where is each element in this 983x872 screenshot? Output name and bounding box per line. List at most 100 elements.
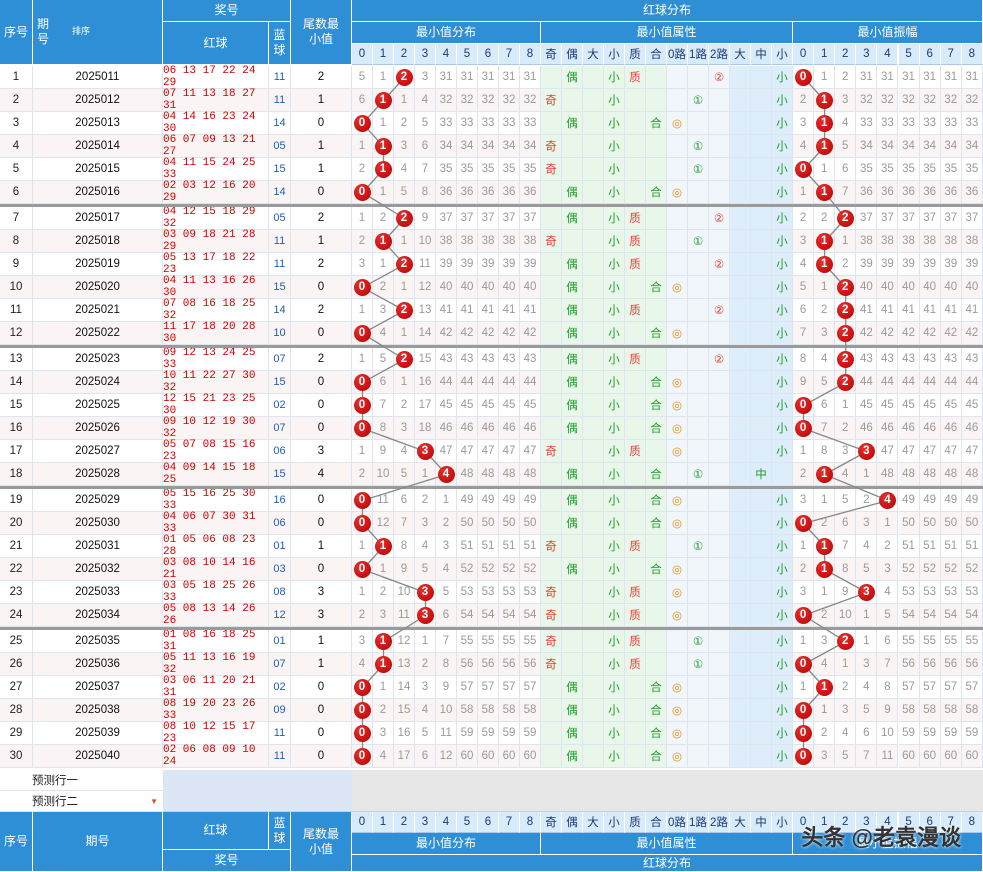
dist-cell: 41 bbox=[478, 299, 499, 322]
header-period-label: 期号 bbox=[36, 17, 49, 46]
row-red-balls: 03 05 18 25 26 33 bbox=[163, 580, 269, 604]
row-period: 2025020 bbox=[33, 276, 163, 299]
attr-cell bbox=[751, 699, 772, 722]
row-tail-min: 3 bbox=[291, 581, 352, 604]
amp-cell: 1 bbox=[835, 653, 857, 676]
attr-cell: 小 bbox=[604, 207, 625, 230]
header-period[interactable]: 期号 排序 bbox=[33, 0, 163, 65]
row-tail-min: 0 bbox=[291, 417, 352, 440]
attr-cell bbox=[625, 558, 646, 581]
amp-cell: 41 bbox=[856, 299, 878, 322]
row-red-balls: 05 13 17 18 22 23 bbox=[163, 252, 269, 276]
row-period: 2025012 bbox=[33, 89, 163, 112]
amp-cell: 3 bbox=[856, 581, 878, 604]
dist-cell: 33 bbox=[436, 112, 457, 135]
amp-cell: 59 bbox=[898, 722, 920, 745]
attr-cell bbox=[688, 722, 709, 745]
dist-cell: 3 bbox=[373, 722, 394, 745]
amp-cell: 1 bbox=[814, 676, 836, 699]
dist-cell: 1 bbox=[373, 66, 394, 89]
dist-cell: 12 bbox=[436, 745, 457, 768]
row-blue-ball: 10 bbox=[269, 322, 291, 345]
amp-cell: 37 bbox=[919, 207, 941, 230]
attr-cell: 小 bbox=[604, 581, 625, 604]
amp-cell: 45 bbox=[856, 394, 878, 417]
dist-cell: 1 bbox=[373, 158, 394, 181]
attr-cell bbox=[646, 604, 667, 627]
attr-cell: 小 bbox=[772, 630, 793, 653]
top-dist-6: 6 bbox=[478, 44, 499, 65]
min-ball: 1 bbox=[374, 91, 392, 109]
amp-cell: 34 bbox=[877, 135, 899, 158]
row-period: 2025021 bbox=[33, 299, 163, 322]
attr-cell: 质 bbox=[625, 604, 646, 627]
row-blue-ball: 08 bbox=[269, 581, 291, 604]
row-seq: 25 bbox=[0, 630, 33, 653]
min-ball: 0 bbox=[353, 324, 371, 342]
attr-cell: 小 bbox=[604, 604, 625, 627]
predict-input-area[interactable] bbox=[163, 770, 352, 812]
predict-grid-area[interactable] bbox=[352, 770, 983, 812]
attr-cell bbox=[583, 440, 604, 463]
amp-cell: 8 bbox=[835, 558, 857, 581]
footer-min-attr: 最小值属性 bbox=[541, 833, 793, 855]
top-dist-1: 1 bbox=[373, 44, 394, 65]
bottom-attr-8: 2路 bbox=[709, 812, 730, 833]
attr-cell bbox=[730, 371, 751, 394]
amp-cell: 45 bbox=[898, 394, 920, 417]
predict-row-1[interactable]: 预测行一 bbox=[0, 770, 163, 791]
amp-ball: 2 bbox=[836, 278, 854, 296]
dist-cell: 13 bbox=[415, 299, 436, 322]
amp-cell: 34 bbox=[898, 135, 920, 158]
attr-cell bbox=[709, 463, 730, 486]
amp-cell: 2 bbox=[835, 322, 857, 345]
amp-cell: 5 bbox=[835, 489, 857, 512]
attr-cell: ◎ bbox=[667, 745, 688, 768]
attr-cell bbox=[751, 440, 772, 463]
attr-cell bbox=[541, 489, 562, 512]
dist-cell: 46 bbox=[499, 417, 520, 440]
row-red-balls: 05 15 16 25 30 33 bbox=[163, 488, 269, 512]
sort-toggle[interactable]: 排序 bbox=[72, 26, 91, 37]
bottom-attr-11: 小 bbox=[772, 812, 793, 833]
dist-cell: 51 bbox=[520, 535, 541, 558]
row-tail-min: 2 bbox=[291, 66, 352, 89]
attr-cell bbox=[730, 604, 751, 627]
amp-cell: 35 bbox=[856, 158, 878, 181]
attr-cell: ◎ bbox=[667, 558, 688, 581]
bottom-attr-9: 大 bbox=[730, 812, 751, 833]
predict-row-2[interactable]: 预测行二 ▼ bbox=[0, 791, 163, 812]
attr-cell: 奇 bbox=[541, 158, 562, 181]
dist-cell: 0 bbox=[352, 276, 373, 299]
amp-cell: 54 bbox=[961, 604, 983, 627]
amp-cell: 40 bbox=[961, 276, 983, 299]
dist-cell: 54 bbox=[478, 604, 499, 627]
row-period: 2025016 bbox=[33, 181, 163, 204]
attr-cell bbox=[625, 676, 646, 699]
dist-cell: 2 bbox=[394, 66, 415, 89]
attr-cell: 偶 bbox=[562, 66, 583, 89]
dist-cell: 5 bbox=[394, 181, 415, 204]
attr-cell bbox=[730, 440, 751, 463]
attr-cell bbox=[751, 207, 772, 230]
attr-cell: 偶 bbox=[562, 512, 583, 535]
attr-cell bbox=[562, 630, 583, 653]
amp-cell: 0 bbox=[793, 66, 815, 89]
row-blue-ball: 07 bbox=[269, 417, 291, 440]
dist-cell: 55 bbox=[499, 630, 520, 653]
bottom-amp-3: 3 bbox=[856, 812, 878, 833]
attr-cell: ◎ bbox=[667, 322, 688, 345]
row-blue-ball: 15 bbox=[269, 371, 291, 394]
amp-cell: 10 bbox=[877, 722, 899, 745]
dist-cell: 36 bbox=[457, 181, 478, 204]
dist-cell: 6 bbox=[415, 135, 436, 158]
chevron-down-icon[interactable]: ▼ bbox=[150, 796, 158, 806]
amp-cell: 1 bbox=[877, 512, 899, 535]
amp-cell: 2 bbox=[814, 299, 836, 322]
amp-ball: 0 bbox=[794, 419, 812, 437]
header-seq: 序号 bbox=[0, 0, 33, 65]
amp-cell: 2 bbox=[793, 89, 815, 112]
attr-cell: 小 bbox=[772, 722, 793, 745]
dist-cell: 15 bbox=[415, 348, 436, 371]
amp-cell: 1 bbox=[814, 558, 836, 581]
